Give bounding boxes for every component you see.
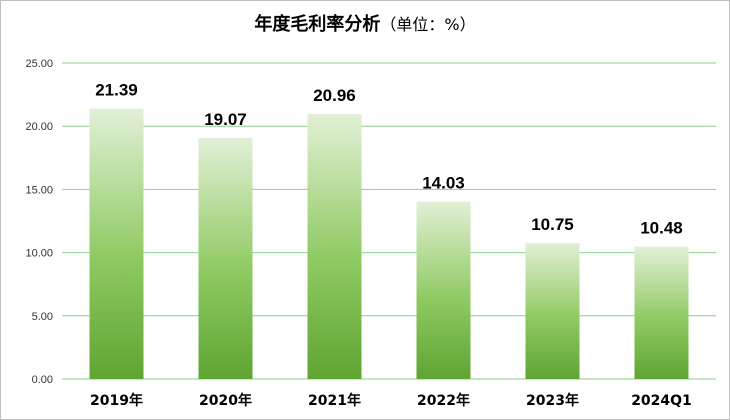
bar bbox=[89, 108, 144, 379]
bars bbox=[89, 108, 689, 379]
y-tick-label: 20.00 bbox=[25, 121, 53, 133]
bar-value-label: 20.96 bbox=[313, 86, 356, 105]
bar-value-label: 21.39 bbox=[95, 81, 138, 100]
bar-value-label: 10.75 bbox=[531, 215, 574, 234]
bar bbox=[416, 201, 471, 379]
x-category-label: 2023年 bbox=[526, 392, 579, 409]
gridlines bbox=[62, 62, 716, 380]
x-category-label: 2022年 bbox=[417, 392, 470, 409]
chart-title-unit: （单位：%） bbox=[380, 15, 476, 34]
bar-value-label: 19.07 bbox=[204, 110, 247, 129]
y-tick-label: 0.00 bbox=[32, 374, 53, 386]
bar-value-label: 10.48 bbox=[640, 219, 683, 238]
chart-title-main: 年度毛利率分析 bbox=[254, 14, 381, 35]
y-tick-label: 25.00 bbox=[25, 58, 53, 70]
data-labels: 21.39 19.07 20.96 14.03 10.75 10.48 bbox=[95, 81, 683, 238]
bar-value-label: 14.03 bbox=[422, 174, 465, 193]
bar bbox=[198, 137, 253, 379]
y-axis-ticks: 0.00 5.00 10.00 15.00 20.00 25.00 bbox=[25, 58, 53, 386]
x-category-label: 2024Q1 bbox=[631, 393, 692, 409]
y-tick-label: 15.00 bbox=[25, 184, 53, 196]
x-axis-categories: 2019年 2020年 2021年 2022年 2023年 2024Q1 bbox=[90, 392, 692, 409]
x-category-label: 2021年 bbox=[308, 392, 361, 409]
y-tick-label: 5.00 bbox=[32, 311, 53, 323]
x-category-label: 2020年 bbox=[199, 392, 252, 409]
bar bbox=[634, 246, 689, 379]
bar bbox=[307, 114, 362, 379]
chart-title: 年度毛利率分析（单位：%） bbox=[0, 10, 730, 36]
x-category-label: 2019年 bbox=[90, 392, 143, 409]
y-tick-label: 10.00 bbox=[25, 248, 53, 260]
bar bbox=[525, 243, 580, 379]
